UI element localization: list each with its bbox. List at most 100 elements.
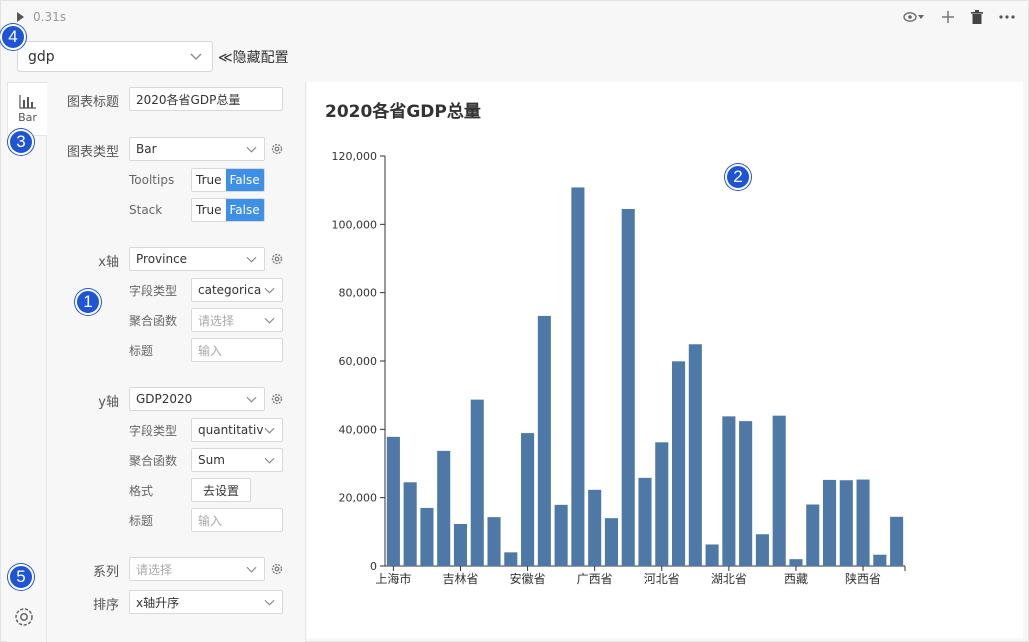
bar[interactable] (873, 554, 887, 566)
series-settings-icon[interactable] (270, 562, 284, 576)
chart-type-label: 图表类型 (66, 145, 119, 160)
y-title-input[interactable]: 输入 (191, 508, 283, 532)
x-tick-label: 湖北省 (711, 571, 747, 586)
bar[interactable] (655, 442, 669, 566)
x-field-type-select[interactable]: categorica (191, 278, 283, 302)
y-agg-value: Sum (198, 453, 225, 467)
series-label: 系列 (92, 565, 119, 580)
bar[interactable] (688, 344, 702, 566)
chart-title-label: 图表标题 (66, 95, 119, 110)
bar[interactable] (806, 504, 820, 567)
y-axis-settings-icon[interactable] (270, 392, 284, 406)
dataset-select[interactable]: gdp (17, 41, 213, 72)
tab-bar-chart[interactable]: Bar (7, 82, 47, 136)
bar[interactable] (437, 450, 451, 566)
y-tick-label: 120,000 (332, 150, 378, 163)
y-field-type-select[interactable]: quantitativ (191, 418, 283, 442)
tab-bar-label: Bar (18, 110, 37, 124)
x-agg-label: 聚合函数 (129, 314, 178, 328)
bar[interactable] (890, 516, 904, 566)
settings-gear-icon[interactable] (13, 606, 35, 628)
x-axis-field-select[interactable]: Province (129, 247, 265, 271)
bar[interactable] (822, 479, 837, 566)
bar[interactable] (537, 315, 551, 566)
bar[interactable] (705, 544, 719, 566)
chart-type-value: Bar (136, 142, 157, 156)
stack-label: Stack (129, 203, 163, 217)
x-agg-placeholder: 请选择 (198, 313, 235, 328)
bar[interactable] (571, 187, 585, 566)
x-axis-field-value: Province (136, 252, 188, 266)
x-field-type-value: categorica (198, 283, 262, 297)
x-tick-label: 西藏 (784, 572, 808, 586)
add-icon[interactable] (941, 10, 955, 24)
annotation-badge-5: 5 (8, 564, 34, 590)
bar[interactable] (588, 489, 602, 566)
tooltips-false[interactable]: False (225, 169, 264, 191)
x-axis-settings-icon[interactable] (270, 252, 284, 266)
tooltips-true[interactable]: True (192, 169, 226, 191)
bar[interactable] (755, 534, 769, 566)
stack-false[interactable]: False (225, 199, 264, 221)
dataset-select-value: gdp (28, 48, 55, 65)
bar[interactable] (772, 415, 786, 566)
y-format-label: 格式 (129, 484, 154, 498)
y-agg-select[interactable]: Sum (191, 448, 283, 472)
y-axis-field-select[interactable]: GDP2020 (129, 387, 265, 411)
bar[interactable] (420, 507, 434, 566)
cell-toolbar (903, 10, 1015, 24)
x-title-label: 标题 (129, 344, 154, 358)
run-icon[interactable] (17, 12, 24, 22)
y-field-type-label: 字段类型 (129, 424, 178, 438)
series-placeholder: 请选择 (136, 562, 173, 577)
bar-chart-icon (18, 94, 36, 109)
tooltips-toggle[interactable]: True False (191, 168, 265, 192)
bar[interactable] (521, 433, 535, 566)
y-tick-label: 60,000 (339, 355, 378, 368)
bar[interactable] (487, 517, 501, 566)
stack-true[interactable]: True (192, 199, 226, 221)
bar[interactable] (604, 518, 618, 566)
chart-title-value: 2020各省GDP总量 (136, 92, 241, 107)
stack-toggle[interactable]: True False (191, 198, 265, 222)
bar[interactable] (470, 399, 484, 566)
x-title-input[interactable]: 输入 (191, 338, 283, 362)
y-tick-label: 80,000 (339, 287, 378, 300)
bar[interactable] (403, 482, 417, 566)
x-tick-label: 陕西省 (845, 571, 881, 586)
x-tick-label: 安徽省 (510, 571, 546, 586)
format-settings-button[interactable]: 去设置 (191, 478, 251, 502)
more-icon[interactable] (999, 15, 1015, 19)
chevron-down-icon (264, 457, 275, 464)
bar[interactable] (621, 208, 635, 566)
bar[interactable] (386, 436, 400, 566)
x-agg-select[interactable]: 请选择 (191, 308, 283, 332)
bar[interactable] (839, 480, 853, 566)
sort-select[interactable]: x轴升序 (129, 590, 283, 614)
bar[interactable] (554, 504, 568, 566)
bar[interactable] (722, 416, 736, 566)
bar[interactable] (856, 479, 870, 566)
y-agg-label: 聚合函数 (129, 454, 178, 468)
config-tabs: Bar (7, 82, 47, 642)
x-field-type-label: 字段类型 (129, 284, 178, 298)
chevron-down-icon (246, 396, 257, 403)
bar[interactable] (453, 523, 468, 566)
bar[interactable] (789, 559, 803, 566)
hide-config-button[interactable]: ≪隐藏配置 (218, 50, 289, 66)
chevron-down-icon (190, 53, 202, 60)
x-tick-label: 河北省 (644, 572, 680, 586)
delete-icon[interactable] (971, 10, 983, 24)
series-select[interactable]: 请选择 (129, 557, 265, 581)
visibility-icon[interactable] (903, 10, 925, 24)
bar[interactable] (672, 361, 686, 566)
bar[interactable] (739, 421, 753, 566)
chart-type-settings-icon[interactable] (270, 142, 284, 156)
chart-title-input[interactable]: 2020各省GDP总量 (129, 87, 283, 111)
config-fields (48, 82, 306, 642)
y-tick-label: 100,000 (332, 218, 378, 231)
bar[interactable] (504, 552, 518, 566)
sort-value: x轴升序 (136, 595, 180, 610)
chart-type-select[interactable]: Bar (129, 137, 265, 161)
bar[interactable] (638, 477, 652, 566)
